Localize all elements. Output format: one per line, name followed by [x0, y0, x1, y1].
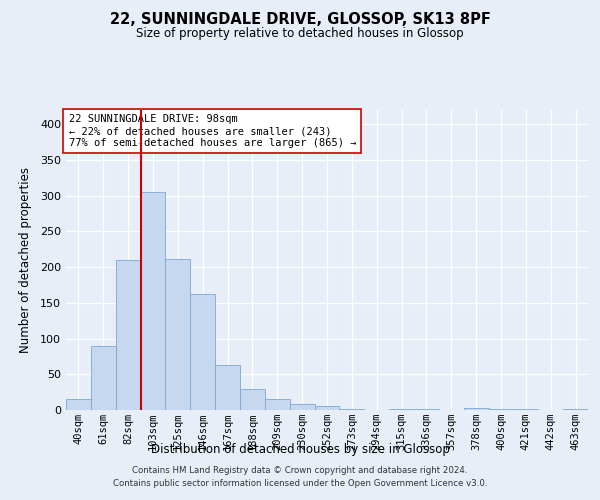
Text: Contains HM Land Registry data © Crown copyright and database right 2024.
Contai: Contains HM Land Registry data © Crown c… — [113, 466, 487, 487]
Bar — [314, 406, 340, 410]
Bar — [91, 346, 116, 410]
Bar — [215, 365, 240, 410]
Bar — [190, 294, 215, 410]
Text: 22, SUNNINGDALE DRIVE, GLOSSOP, SK13 8PF: 22, SUNNINGDALE DRIVE, GLOSSOP, SK13 8PF — [110, 12, 490, 28]
Bar — [66, 400, 91, 410]
Bar — [116, 260, 140, 410]
Text: Size of property relative to detached houses in Glossop: Size of property relative to detached ho… — [136, 28, 464, 40]
Bar — [514, 408, 538, 410]
Y-axis label: Number of detached properties: Number of detached properties — [19, 167, 32, 353]
Text: Distribution of detached houses by size in Glossop: Distribution of detached houses by size … — [151, 442, 449, 456]
Bar — [140, 192, 166, 410]
Bar — [265, 398, 290, 410]
Bar — [464, 408, 488, 410]
Bar — [240, 388, 265, 410]
Bar — [290, 404, 314, 410]
Bar — [166, 258, 190, 410]
Text: 22 SUNNINGDALE DRIVE: 98sqm
← 22% of detached houses are smaller (243)
77% of se: 22 SUNNINGDALE DRIVE: 98sqm ← 22% of det… — [68, 114, 356, 148]
Bar — [389, 408, 414, 410]
